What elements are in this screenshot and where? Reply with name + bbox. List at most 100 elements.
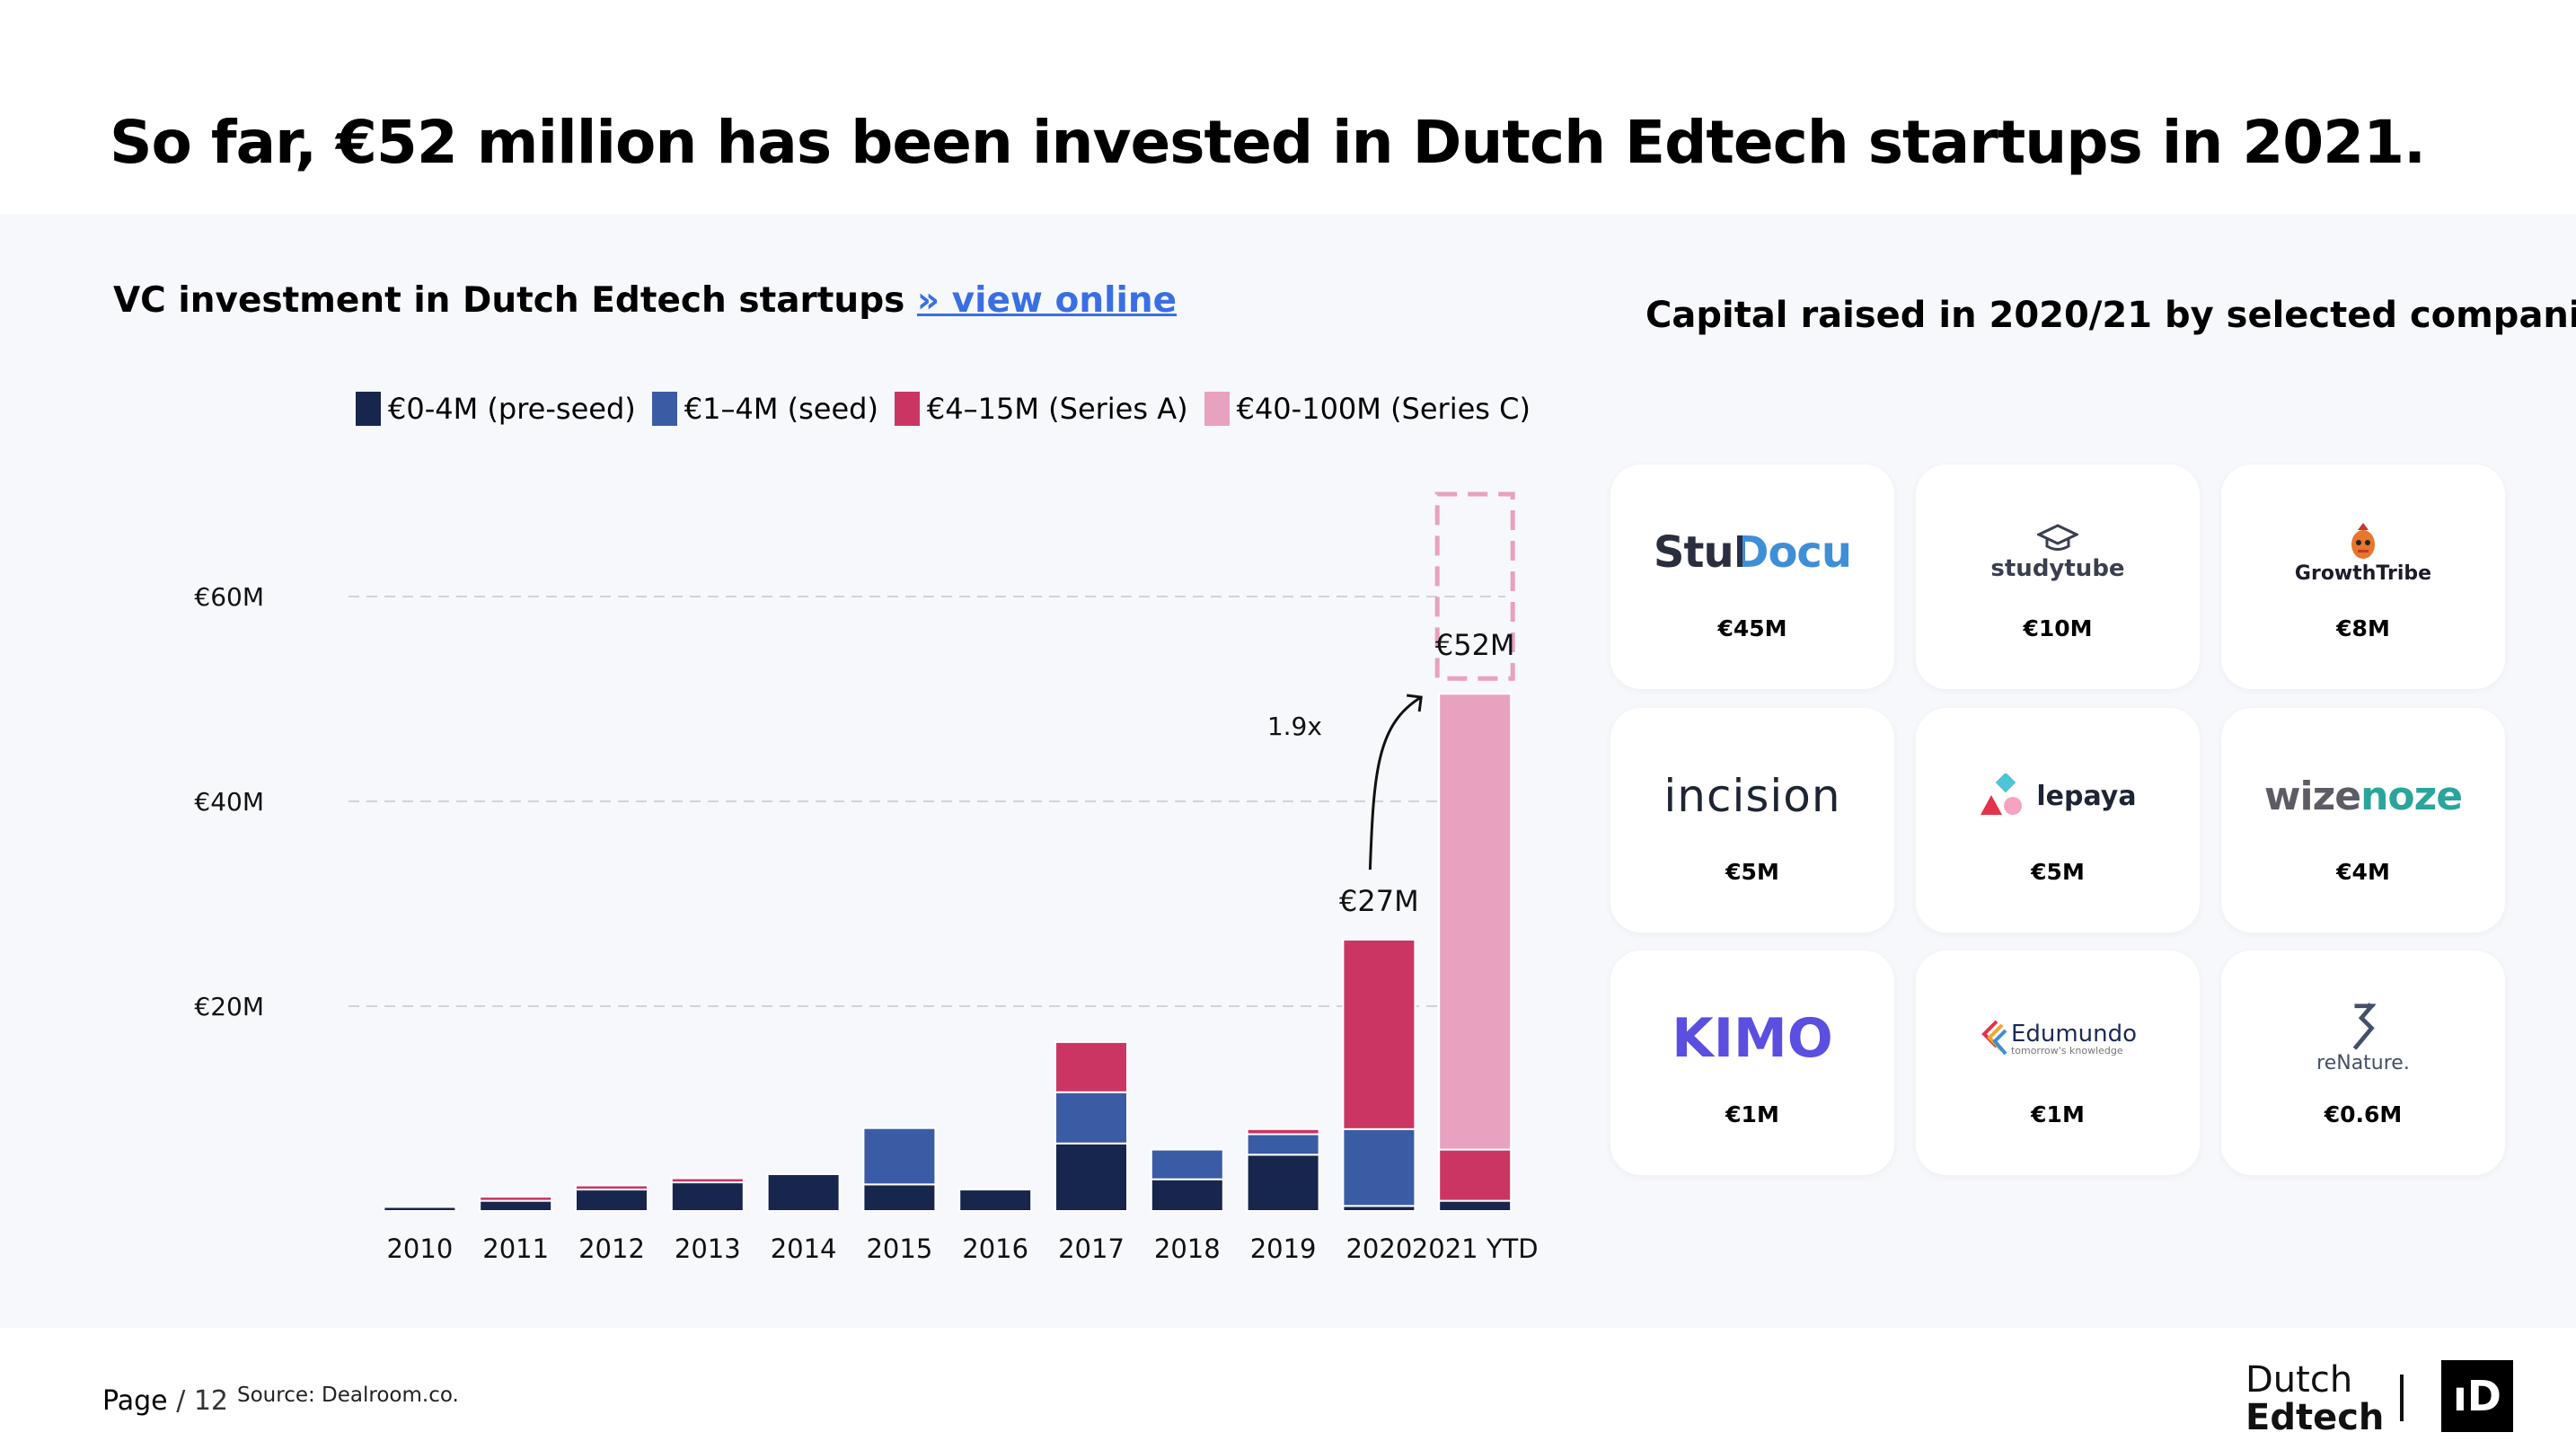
legend-item: €40-100M (Series C) — [1204, 392, 1531, 426]
growth-arrow — [1368, 695, 1422, 871]
legend-swatch — [356, 392, 381, 426]
company-amount: €1M — [1725, 1101, 1779, 1127]
company-tagline: tomorrow's knowledge — [2010, 1044, 2123, 1057]
bar-segment — [1342, 1127, 1416, 1207]
incision-logo: incision — [1610, 760, 1894, 832]
bar-segment — [575, 1184, 648, 1191]
x-tick-label: 2012 — [578, 1233, 645, 1264]
bar-segment — [575, 1189, 648, 1213]
bar-segment — [1246, 1127, 1320, 1136]
brand-logo-icon: ıD — [2441, 1360, 2513, 1432]
chart-legend: €0-4M (pre-seed) €1–4M (seed) €4–15M (Seri… — [356, 392, 1547, 426]
edumundo-logo: Edumundo tomorrow's knowledge — [1916, 1003, 2200, 1074]
tribe-mask-icon — [2351, 522, 2375, 559]
company-amount: €1M — [2031, 1101, 2085, 1127]
y-tick-label: €40M — [194, 787, 264, 817]
bar-segment — [1054, 1091, 1128, 1145]
bar-segment — [862, 1127, 937, 1186]
companies-panel-title: Capital raised in 2020/21 by selected co… — [1645, 295, 2576, 336]
bar-segment — [1342, 938, 1416, 1130]
company-amount: €5M — [1725, 859, 1779, 885]
page-number: / 12 — [176, 1385, 229, 1417]
bar-segment — [766, 1172, 841, 1212]
bar-segment — [479, 1196, 553, 1202]
total-label: €27M — [1339, 884, 1419, 918]
wizenoze-logo: wizenoze — [2221, 760, 2505, 832]
bar-segment — [383, 1206, 457, 1212]
company-card-edumundo: Edumundo tomorrow's knowledge €1M — [1916, 950, 2200, 1175]
growth-arrowhead — [1407, 694, 1423, 712]
company-name: StuDocu — [1653, 527, 1852, 578]
company-card-renature: reNature. €0.6M — [2221, 950, 2505, 1175]
projection-outline — [1434, 491, 1515, 681]
page-label: Page — [102, 1385, 168, 1417]
growth-label: 1.9x — [1267, 712, 1322, 741]
company-card-wizenoze: wizenoze €4M — [2221, 708, 2505, 933]
company-amount: €8M — [2336, 615, 2390, 641]
x-tick-label: 2013 — [675, 1233, 741, 1264]
y-tick-label: €20M — [194, 992, 264, 1021]
company-amount: €0.6M — [2324, 1101, 2403, 1127]
company-card-studytube: studytube €10M — [1916, 464, 2200, 689]
company-amount: €5M — [2031, 859, 2085, 885]
bar-segment — [1438, 693, 1513, 1151]
company-card-incision: incision €5M — [1610, 708, 1894, 933]
company-name: reNature. — [2316, 1052, 2410, 1074]
bar-segment — [1246, 1133, 1320, 1156]
bar-segment — [1246, 1154, 1320, 1213]
y-tick-label: €60M — [194, 582, 264, 612]
bar-segment — [479, 1199, 553, 1212]
chart-title-text: VC investment in Dutch Edtech startups — [113, 280, 905, 321]
legend-label: €4–15M (Series A) — [926, 392, 1188, 426]
company-card-kimo: KIMO €1M — [1610, 950, 1894, 1175]
company-name: incision — [1663, 770, 1841, 822]
company-name: Edumundo — [2010, 1020, 2138, 1048]
company-name: KIMO — [1672, 1007, 1833, 1070]
x-tick-label: 2014 — [771, 1233, 837, 1264]
bar-segment — [1054, 1142, 1128, 1213]
bar-segment — [1054, 1040, 1128, 1093]
x-tick-label: 2011 — [482, 1233, 549, 1264]
x-tick-label: 2021 YTD — [1412, 1233, 1539, 1264]
legend-label: €0-4M (pre-seed) — [388, 392, 636, 426]
company-card-growthtribe: GrowthTribe €8M — [2221, 464, 2505, 689]
x-tick-label: 2017 — [1058, 1233, 1125, 1264]
renature-arrows-icon — [2352, 1003, 2377, 1050]
legend-swatch — [894, 392, 920, 426]
graduation-cap-icon — [2037, 524, 2078, 551]
view-online-link[interactable]: » view online — [916, 280, 1178, 321]
page-headline: So far, €52 million has been invested in… — [110, 108, 2426, 177]
company-name: lepaya — [2036, 780, 2137, 812]
legend-swatch — [651, 392, 677, 426]
studocu-logo: StuDocu — [1610, 517, 1894, 588]
x-tick-label: 2018 — [1154, 1233, 1221, 1264]
studytube-logo: studytube — [1916, 517, 2200, 588]
lepaya-shapes-icon — [1981, 774, 2023, 815]
company-card-studocu: StuDocu €45M — [1610, 464, 1894, 689]
bar-segment — [958, 1189, 1033, 1213]
source-note: Source: Dealroom.co. — [237, 1384, 459, 1407]
legend-item: €0-4M (pre-seed) — [356, 392, 636, 426]
legend-swatch — [1204, 392, 1230, 426]
chart-title: VC investment in Dutch Edtech startups »… — [113, 280, 1177, 321]
bar-segment — [862, 1183, 937, 1212]
legend-item: €1–4M (seed) — [651, 392, 878, 426]
company-name: GrowthTribe — [2294, 561, 2432, 585]
lepaya-logo: lepaya — [1916, 760, 2200, 832]
brand-line1: Dutch — [2245, 1359, 2353, 1401]
company-name: studytube — [1990, 555, 2125, 582]
bar-segment — [670, 1177, 745, 1184]
bar-segment — [1438, 1199, 1513, 1212]
x-tick-label: 2020 — [1345, 1233, 1412, 1264]
company-name: wizenoze — [2263, 773, 2463, 819]
x-tick-label: 2016 — [962, 1233, 1028, 1264]
bar-segment — [1438, 1148, 1513, 1202]
total-label: €52M — [1435, 628, 1515, 662]
legend-label: €1–4M (seed) — [684, 392, 878, 426]
x-tick-label: 2010 — [386, 1233, 453, 1264]
legend-item: €4–15M (Series A) — [894, 392, 1188, 426]
company-amount: €10M — [2023, 615, 2093, 641]
x-tick-label: 2015 — [866, 1233, 932, 1264]
page-indicator: Page / 12 — [102, 1385, 228, 1417]
